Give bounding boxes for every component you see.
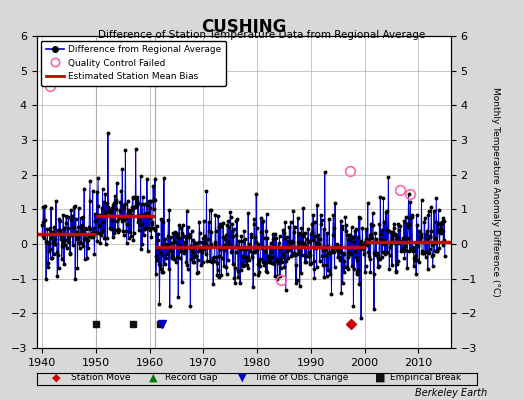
Text: Station Move: Station Move: [71, 374, 130, 382]
Y-axis label: Monthly Temperature Anomaly Difference (°C): Monthly Temperature Anomaly Difference (…: [491, 87, 500, 297]
Text: Empirical Break: Empirical Break: [390, 374, 462, 382]
Text: Difference of Station Temperature Data from Regional Average: Difference of Station Temperature Data f…: [99, 30, 425, 40]
Text: ▼: ▼: [238, 373, 247, 383]
Legend: Difference from Regional Average, Quality Control Failed, Estimated Station Mean: Difference from Regional Average, Qualit…: [41, 40, 226, 86]
Text: Time of Obs. Change: Time of Obs. Change: [254, 374, 348, 382]
Title: CUSHING: CUSHING: [201, 18, 286, 36]
Text: ◆: ◆: [52, 373, 61, 383]
Text: ▲: ▲: [149, 373, 158, 383]
Text: ■: ■: [375, 373, 385, 383]
Text: Record Gap: Record Gap: [165, 374, 217, 382]
Text: Berkeley Earth: Berkeley Earth: [415, 388, 487, 398]
